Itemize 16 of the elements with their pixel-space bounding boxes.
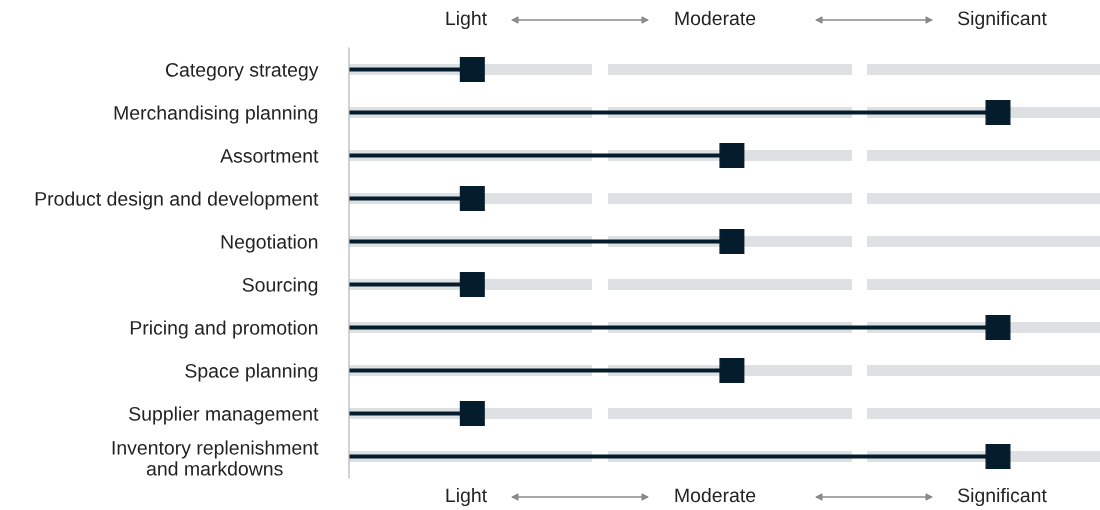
text: Light <box>446 10 487 30</box>
y-tick-label: Pricing and promotion <box>130 320 318 339</box>
text: Moderate <box>675 487 756 503</box>
y-tick-label: Product design and development <box>35 191 319 210</box>
y-tick-label: Negotiation <box>221 234 318 253</box>
y-tick-label: Supplier management <box>129 406 319 425</box>
y-tick-label: Merchandising planning <box>114 105 318 124</box>
text: Significant <box>958 10 1047 30</box>
text: Moderate <box>675 10 756 26</box>
y-tick-label: Space planning <box>185 363 318 382</box>
text: Light <box>446 487 487 507</box>
y-tick-label: Sourcing <box>242 277 318 296</box>
y-tick-label: Inventory replenishment and markdowns <box>112 440 319 476</box>
y-tick-label: Category strategy <box>165 62 319 81</box>
text: Significant <box>958 487 1047 507</box>
y-tick-label: Assortment <box>220 149 319 163</box>
